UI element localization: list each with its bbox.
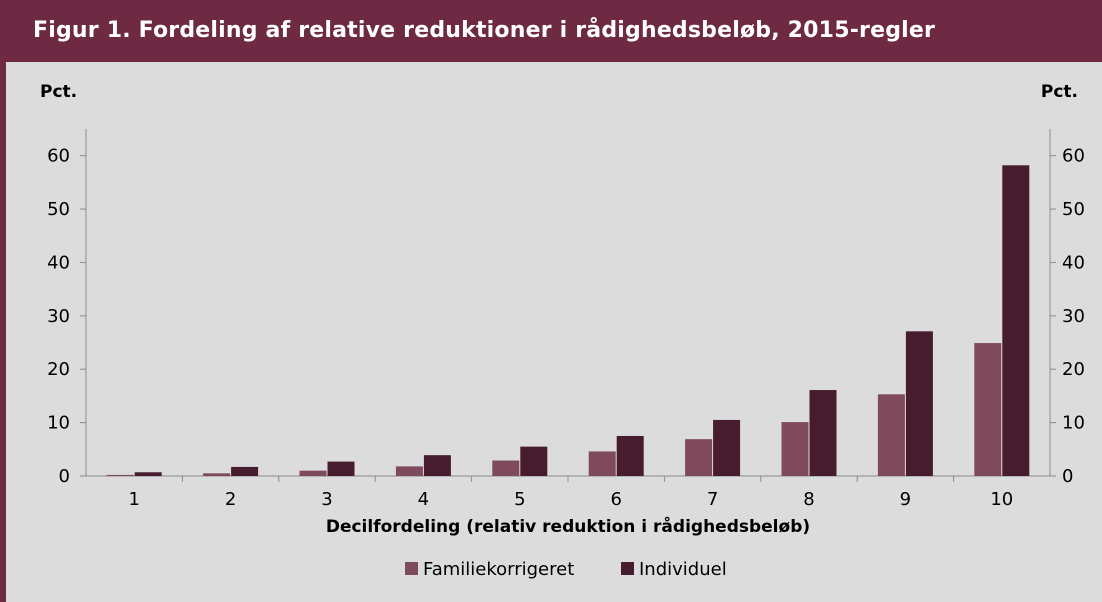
x-axis-title: Decilfordeling (relativ reduktion i rådi… [326,515,810,537]
x-tick-label: 10 [990,489,1013,510]
title-bar: Figur 1. Fordeling af relative reduktion… [0,0,1102,62]
legend-individuel: Individuel [621,559,727,580]
x-tick-label: 5 [514,489,525,510]
right-y-tick-label: 60 [1062,146,1085,167]
legend-label: Familiekorrigeret [423,559,574,580]
bar-familiekorrigeret-1 [106,474,134,476]
bar-familiekorrigeret-2 [203,473,231,476]
bar-individuel-10 [1002,165,1030,476]
left-y-tick-label: 10 [47,413,70,434]
left-y-tick-label: 60 [47,146,70,167]
bar-familiekorrigeret-10 [974,343,1002,476]
right-unit-label: Pct. [1041,82,1078,102]
left-unit-label: Pct. [40,82,77,102]
bar-familiekorrigeret-9 [877,394,905,476]
bar-familiekorrigeret-4 [395,466,423,476]
bar-individuel-2 [231,466,259,476]
x-tick-label: 6 [610,489,621,510]
right-y-tick-label: 20 [1062,359,1085,380]
x-tick-label: 2 [225,489,236,510]
left-y-tick-label: 40 [47,252,70,273]
x-tick-label: 7 [707,489,718,510]
left-y-tick-label: 30 [47,306,70,327]
left-y-tick-label: 50 [47,199,70,220]
bar-familiekorrigeret-5 [492,460,520,476]
x-tick-label: 3 [321,489,332,510]
legend-swatch [621,562,634,575]
figure-title: Figur 1. Fordeling af relative reduktion… [33,18,936,43]
right-y-tick-label: 30 [1062,306,1085,327]
left-accent-bar [0,62,6,602]
bar-familiekorrigeret-6 [588,451,616,476]
bar-familiekorrigeret-8 [781,422,809,476]
right-y-tick-label: 0 [1062,466,1073,487]
labels: 0 0 10 10 20 20 30 30 40 40 50 50 60 60 Pct. Pct. 1 2 3 4 5 6… [40,82,1085,537]
legend-familiekorrigeret: Familiekorrigeret [405,559,574,580]
legend-label: Individuel [639,559,727,580]
left-y-tick-label: 0 [59,466,70,487]
left-y-tick-label: 20 [47,359,70,380]
legend: Familiekorrigeret Individuel [405,559,727,580]
x-tick-label: 8 [803,489,814,510]
bar-familiekorrigeret-7 [685,439,713,476]
bar-individuel-5 [520,446,548,476]
bar-individuel-4 [423,455,451,476]
bar-individuel-6 [616,435,644,476]
legend-swatch [405,562,418,575]
bar-individuel-9 [905,331,933,476]
bar-individuel-3 [327,461,355,476]
bar-individuel-8 [809,390,837,476]
right-y-tick-label: 50 [1062,199,1085,220]
bar-familiekorrigeret-3 [299,470,327,476]
bars [106,165,1030,476]
bar-individuel-7 [713,419,741,476]
right-y-tick-label: 40 [1062,252,1085,273]
x-tick-label: 9 [900,489,911,510]
x-tick-label: 4 [418,489,429,510]
x-tick-label: 1 [128,489,139,510]
bar-individuel-1 [134,472,162,476]
right-y-tick-label: 10 [1062,413,1085,434]
